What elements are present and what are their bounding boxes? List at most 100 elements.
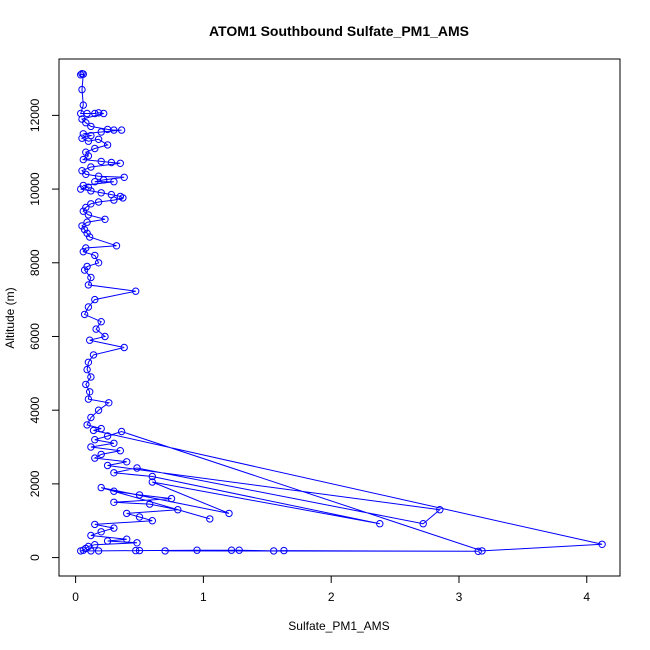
data-point — [91, 295, 99, 304]
y-tick-label: 6000 — [28, 323, 42, 350]
data-point — [89, 351, 98, 359]
data-point — [110, 524, 118, 532]
data-point — [77, 185, 85, 193]
data-point — [87, 273, 95, 282]
data-point — [123, 458, 131, 466]
data-point — [97, 128, 105, 136]
y-tick-label: 0 — [28, 554, 42, 561]
y-tick-label: 12000 — [28, 98, 42, 132]
data-point — [110, 487, 118, 495]
data-point — [89, 426, 98, 435]
data-point — [92, 325, 100, 333]
data-point — [91, 454, 99, 462]
data-point — [91, 109, 99, 118]
data-point — [79, 101, 88, 109]
data-point — [77, 547, 85, 555]
data-point — [87, 200, 95, 208]
data-point — [87, 413, 95, 422]
x-tick-label: 4 — [583, 590, 590, 604]
data-point — [79, 130, 88, 138]
data-point — [78, 134, 86, 142]
data-point — [123, 535, 131, 543]
data-point — [84, 183, 93, 191]
series-points — [77, 70, 606, 555]
data-point — [174, 506, 182, 514]
data-point — [436, 506, 444, 514]
data-point — [100, 109, 108, 118]
y-tick-label: 2000 — [28, 470, 42, 497]
data-point — [97, 450, 105, 459]
data-point — [132, 546, 140, 555]
data-point — [84, 211, 93, 219]
x-tick-label: 3 — [456, 590, 463, 604]
data-point — [84, 137, 93, 145]
data-point — [78, 222, 86, 230]
data-point — [91, 178, 99, 186]
x-axis-label: Sulfate_PM1_AMS — [288, 619, 389, 633]
data-point — [112, 242, 121, 250]
data-point — [107, 158, 116, 167]
data-point — [94, 259, 103, 267]
data-point — [86, 388, 94, 396]
data-point — [419, 520, 427, 528]
data-point — [79, 70, 88, 78]
data-point — [82, 119, 90, 127]
data-point — [110, 439, 118, 447]
y-tick-label: 10000 — [28, 172, 42, 206]
data-point — [80, 310, 89, 319]
data-point — [117, 427, 126, 436]
data-point — [84, 358, 93, 366]
data-point — [91, 251, 99, 260]
data-point — [94, 172, 103, 180]
data-point — [97, 528, 105, 536]
data-point — [135, 491, 144, 499]
data-point — [110, 178, 118, 186]
data-point — [101, 215, 109, 224]
data-point — [86, 336, 94, 344]
data-point — [133, 464, 141, 472]
data-point — [101, 332, 109, 341]
data-point — [97, 189, 105, 197]
data-point — [103, 461, 112, 470]
data-point — [79, 181, 88, 190]
data-point — [280, 546, 288, 555]
data-point — [87, 163, 95, 171]
data-point — [94, 135, 103, 144]
series-lines — [80, 73, 603, 552]
data-point — [123, 509, 131, 518]
data-point — [132, 287, 140, 295]
data-point — [116, 447, 125, 455]
data-point — [478, 547, 486, 555]
data-point — [87, 187, 95, 195]
data-point — [116, 159, 125, 168]
y-tick-label: 8000 — [28, 249, 42, 276]
data-point — [146, 500, 154, 508]
x-tick-label: 1 — [200, 590, 207, 604]
data-point — [82, 148, 90, 156]
data-point — [120, 173, 128, 182]
data-point — [148, 478, 157, 486]
data-point — [227, 546, 236, 554]
data-point — [78, 85, 86, 94]
x-axis: 0 1 2 3 4 — [72, 575, 590, 604]
data-point — [148, 472, 157, 481]
data-point — [84, 303, 93, 311]
data-point — [376, 520, 384, 528]
data-point — [82, 380, 90, 389]
data-point — [94, 109, 103, 117]
data-point — [84, 395, 93, 403]
data-point — [87, 531, 95, 540]
data-point — [135, 546, 144, 555]
data-point — [87, 547, 95, 555]
data-point — [167, 494, 176, 503]
data-point — [80, 266, 89, 274]
data-point — [83, 365, 91, 374]
data-point — [598, 540, 606, 548]
data-point — [87, 122, 95, 131]
data-point — [83, 218, 91, 226]
data-point — [117, 126, 126, 134]
data-point — [83, 229, 91, 238]
data-point — [94, 198, 103, 206]
data-point — [84, 152, 93, 160]
